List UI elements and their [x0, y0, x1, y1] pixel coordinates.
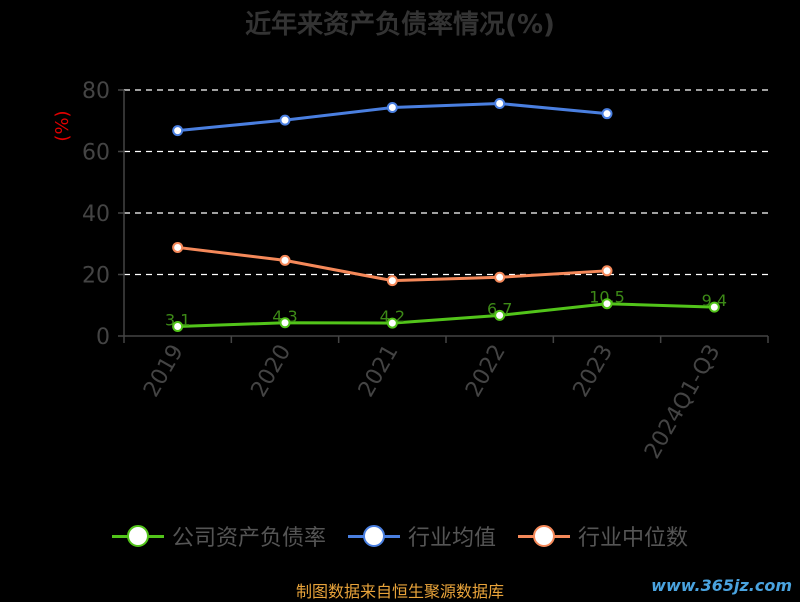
x-tick-label: 2020	[247, 341, 297, 402]
data-label: 9.4	[702, 291, 727, 310]
legend-label: 行业中位数	[578, 526, 689, 551]
data-point	[494, 98, 506, 110]
legend-swatch-icon	[518, 525, 570, 547]
x-tick-label: 2024Q1-Q3	[640, 341, 725, 464]
data-point	[601, 298, 613, 310]
data-point	[172, 125, 184, 137]
legend: 公司资产负债率 行业均值 行业中位数	[0, 518, 800, 554]
data-label: 6.7	[487, 299, 512, 318]
x-tick-label: 2019	[139, 341, 189, 402]
x-tick-label: 2022	[461, 340, 511, 401]
data-source-note: 制图数据来自恒生聚源数据库	[295, 582, 504, 601]
y-tick-label: 60	[82, 141, 110, 166]
data-point	[279, 317, 291, 329]
data-point	[172, 241, 184, 253]
data-point	[494, 309, 506, 321]
legend-swatch-icon	[111, 525, 164, 547]
data-point	[386, 317, 398, 329]
legend-label: 行业均值	[407, 526, 496, 551]
series-line-0	[177, 302, 715, 328]
y-axis-label: (%)	[52, 110, 73, 141]
data-point	[172, 320, 184, 332]
data-point	[386, 275, 398, 287]
data-label: 10.5	[589, 288, 625, 307]
legend-item[interactable]: 行业均值	[347, 520, 496, 552]
data-point	[279, 114, 291, 126]
y-tick-label: 40	[82, 202, 110, 227]
axes: 0 20 40 60 80 2019 2020 2021 2022 2023 2024Q1-Q3	[82, 79, 769, 464]
data-point	[494, 271, 506, 283]
data-label: 3.1	[165, 310, 190, 329]
x-tick-label: 2023	[569, 341, 619, 402]
y-tick-label: 20	[82, 264, 110, 289]
y-tick-label: 0	[96, 325, 110, 350]
legend-swatch-icon	[347, 525, 400, 547]
legend-item[interactable]: 行业中位数	[518, 520, 688, 552]
series-lines: 3.1 4.3 4.2 6.7 10.5 9.4	[165, 98, 727, 332]
chart-title: 近年来资产负债率情况(%)	[245, 10, 555, 40]
legend-item[interactable]: 公司资产负债率	[111, 520, 326, 552]
legend-label: 公司资产负债率	[171, 526, 326, 551]
data-point	[386, 102, 398, 114]
data-label: 4.3	[272, 307, 297, 326]
grid-lines	[124, 89, 768, 276]
data-point	[601, 265, 613, 277]
data-point	[279, 254, 291, 266]
watermark: www.365jz.com	[651, 576, 792, 595]
data-point	[601, 108, 613, 120]
data-label: 4.2	[380, 307, 405, 326]
data-point	[708, 301, 720, 313]
y-tick-label: 80	[82, 79, 110, 104]
x-tick-label: 2021	[354, 341, 404, 402]
